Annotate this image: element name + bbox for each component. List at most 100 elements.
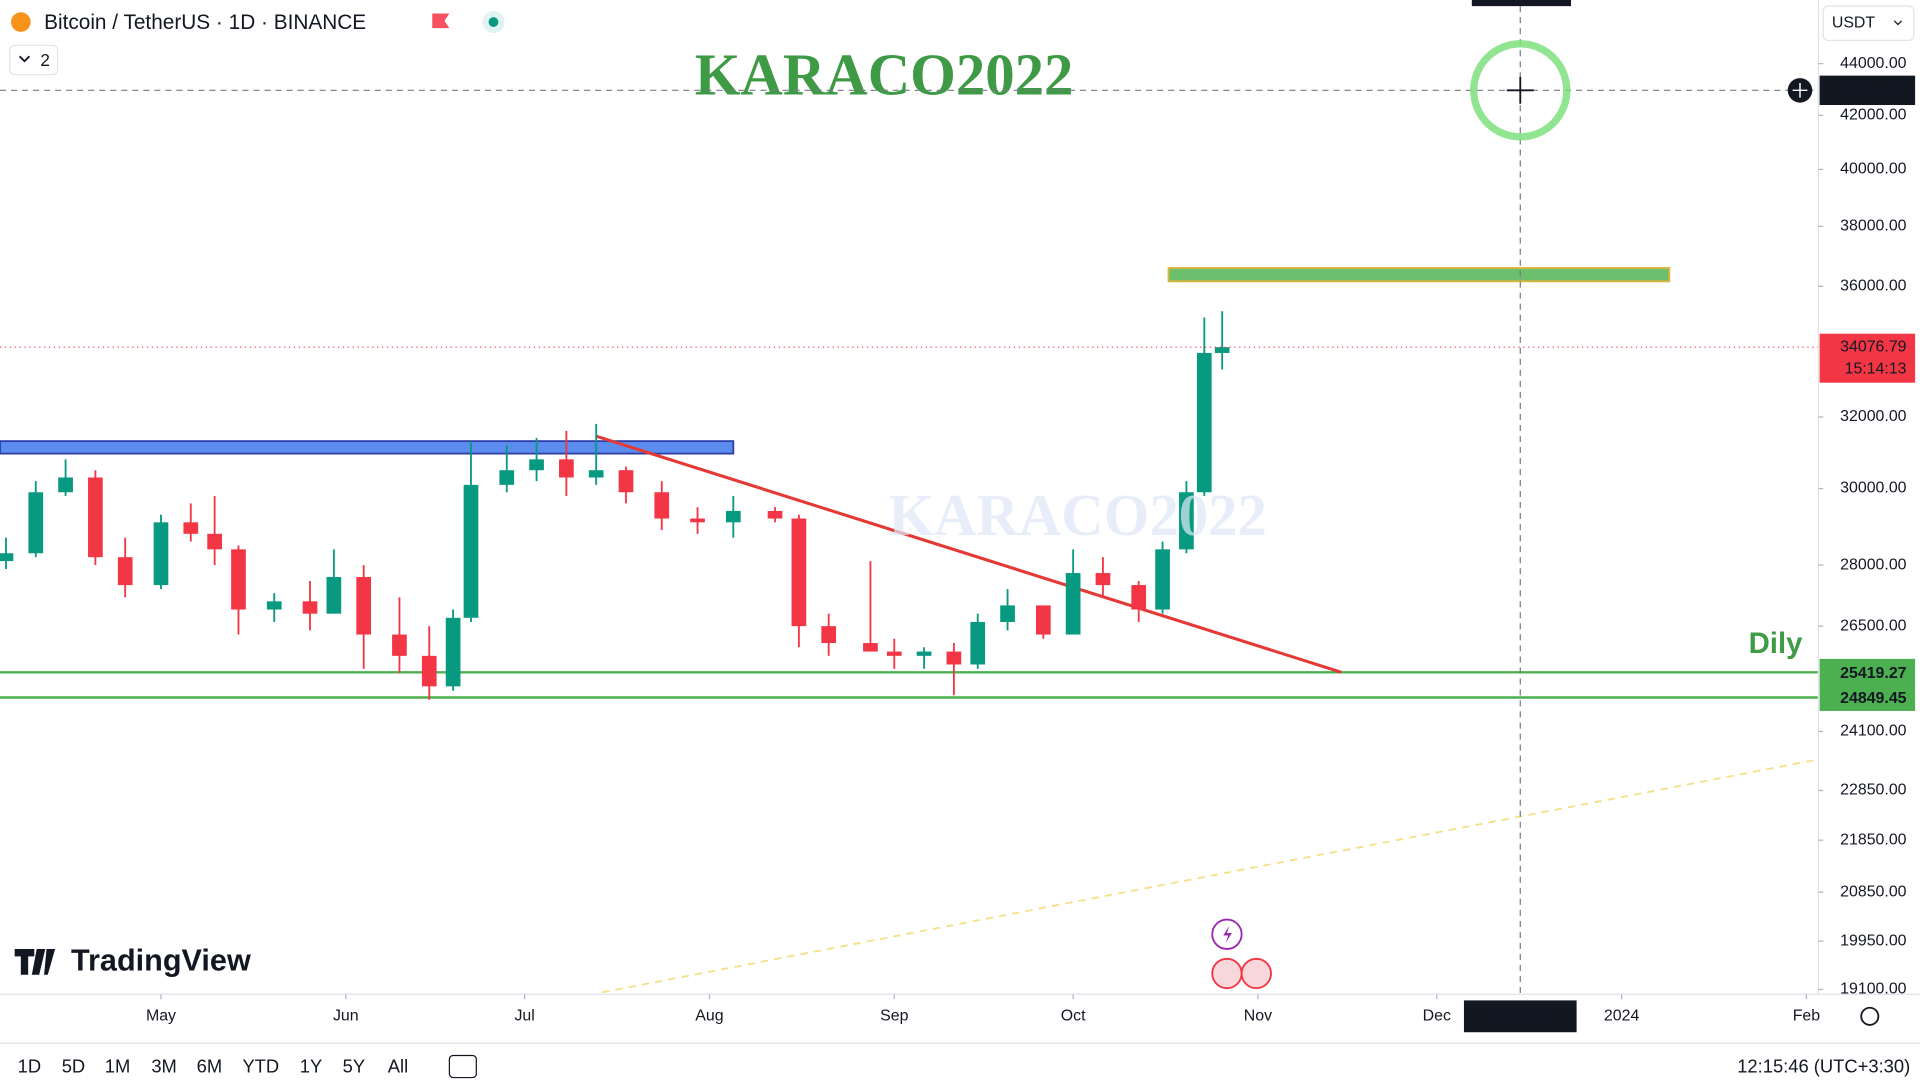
economic-event[interactable]	[1211, 957, 1243, 990]
x-tick-label: Feb	[1793, 1008, 1821, 1025]
candle-body	[588, 470, 604, 478]
candle-body	[153, 522, 169, 586]
candle-body	[791, 518, 807, 627]
candle-body	[618, 470, 634, 493]
candle-body	[356, 577, 372, 635]
candle-body	[559, 459, 574, 478]
y-tick-label: 40000.00	[1840, 161, 1906, 178]
y-tick-label: 24100.00	[1840, 723, 1906, 740]
brand: TradingView	[71, 944, 251, 978]
candle-body	[392, 634, 407, 656]
crosshair-date-box	[1463, 1000, 1577, 1033]
cursor-highlight	[1470, 40, 1571, 141]
last-price: 34076.79	[1840, 338, 1906, 355]
indicator-count: 2	[40, 50, 50, 70]
candle-body	[970, 621, 986, 665]
candle-body	[463, 484, 479, 618]
y-tick-label: 19100.00	[1840, 981, 1906, 998]
candle-body	[88, 477, 103, 558]
timeframe-button[interactable]: 5D	[62, 1056, 85, 1077]
status-dot	[488, 17, 499, 27]
x-tick-label: Jun	[333, 1008, 359, 1025]
crosshair-date: 15 Dec '23	[1482, 1008, 1558, 1025]
timeframe-button[interactable]: 3M	[151, 1056, 177, 1077]
watermark-faint: KARACO2022	[888, 483, 1267, 548]
candle-body	[1179, 492, 1194, 550]
y-tick-label: 26500.00	[1840, 617, 1906, 634]
cursor-cross	[1506, 76, 1534, 104]
crosshair-price: 42956.13	[1840, 83, 1906, 100]
candle-body	[1131, 585, 1147, 610]
plot-area	[0, 267, 1819, 994]
coin-icon	[11, 12, 31, 32]
plus	[1792, 82, 1808, 98]
x-tick-label: Dec	[1423, 1008, 1451, 1025]
x-tick-label: Aug	[695, 1008, 723, 1025]
x-tick-label: Jul	[514, 1008, 534, 1025]
level-label-box	[1819, 658, 1916, 686]
tradingview-logo	[14, 948, 56, 975]
candle-body	[302, 601, 318, 614]
level-note: Dily	[1749, 627, 1804, 660]
candle-body	[1065, 573, 1081, 635]
candle-body	[421, 655, 437, 687]
y-tick-label: 19950.00	[1840, 932, 1906, 949]
timeframe-button[interactable]: 1M	[105, 1056, 131, 1077]
candle-body	[58, 477, 73, 493]
flag-icon[interactable]	[432, 13, 450, 29]
zone	[0, 440, 735, 455]
x-tick-label: Oct	[1061, 1008, 1086, 1025]
candle-body	[326, 577, 342, 614]
symbol-title: Bitcoin / TetherUS · 1D · BINANCE	[44, 11, 366, 34]
timeframe-button[interactable]: All	[388, 1056, 408, 1077]
candle-body	[1035, 605, 1051, 635]
timeframe-button[interactable]: YTD	[242, 1056, 279, 1077]
candle-body	[946, 651, 962, 665]
y-tick-label: 20850.00	[1840, 883, 1906, 900]
candle-body	[916, 651, 932, 656]
date-range-icon[interactable]	[448, 1054, 477, 1079]
last-price-box	[1819, 333, 1916, 383]
candle-body	[690, 518, 705, 523]
y-tick-label: 21850.00	[1840, 831, 1906, 848]
countdown: 15:14:13	[1845, 360, 1907, 377]
candle-body	[1155, 549, 1170, 610]
candle-body	[1196, 352, 1212, 493]
economic-event[interactable]	[1240, 957, 1272, 990]
currency-select[interactable]	[1822, 5, 1915, 42]
tooltip-stub	[1471, 0, 1572, 7]
trendline	[601, 758, 1819, 994]
level-label: 25419.27	[1840, 665, 1906, 682]
candle-body	[767, 510, 783, 519]
y-tick-label: 42000.00	[1840, 106, 1906, 123]
timeframe-button[interactable]: 5Y	[343, 1056, 365, 1077]
candle-body	[28, 492, 44, 554]
x-tick-label: Sep	[880, 1008, 908, 1025]
candle-body	[445, 617, 461, 687]
currency: USDT	[1832, 14, 1876, 31]
timeframe-button[interactable]: 1D	[18, 1056, 41, 1077]
candle-body	[266, 601, 282, 610]
candle-body	[886, 651, 902, 656]
candle-body	[654, 492, 670, 519]
candle-body	[499, 470, 515, 485]
candle-body	[207, 533, 222, 550]
timeframe-button[interactable]: 1Y	[300, 1056, 322, 1077]
x-tick-label: Nov	[1244, 1008, 1272, 1025]
level-label-box	[1819, 684, 1916, 711]
y-tick-label: 38000.00	[1840, 218, 1906, 235]
timeframe-button[interactable]: 6M	[197, 1056, 223, 1077]
y-tick-label: 36000.00	[1840, 277, 1906, 294]
watermark: KARACO2022	[695, 42, 1074, 107]
candle-body	[183, 522, 199, 534]
crosshair-price-box	[1819, 75, 1916, 106]
y-tick-label: 28000.00	[1840, 556, 1906, 573]
settings-icon[interactable]	[1860, 1006, 1880, 1026]
chevron	[18, 55, 31, 63]
trendline	[595, 434, 1342, 674]
x-tick-label: 2024	[1604, 1008, 1640, 1025]
indicator-toggle[interactable]	[9, 44, 59, 76]
